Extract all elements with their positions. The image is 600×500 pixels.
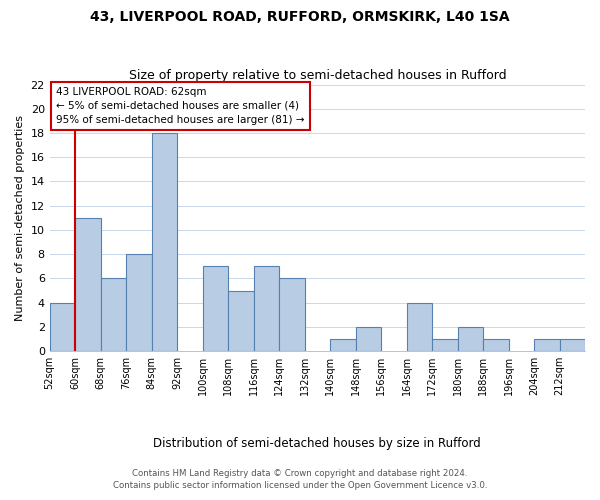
X-axis label: Distribution of semi-detached houses by size in Rufford: Distribution of semi-detached houses by …: [154, 437, 481, 450]
Bar: [101, 278, 126, 351]
Bar: [126, 254, 152, 351]
Y-axis label: Number of semi-detached properties: Number of semi-detached properties: [15, 115, 25, 321]
Text: 43 LIVERPOOL ROAD: 62sqm
← 5% of semi-detached houses are smaller (4)
95% of sem: 43 LIVERPOOL ROAD: 62sqm ← 5% of semi-de…: [56, 87, 305, 125]
Text: 43, LIVERPOOL ROAD, RUFFORD, ORMSKIRK, L40 1SA: 43, LIVERPOOL ROAD, RUFFORD, ORMSKIRK, L…: [90, 10, 510, 24]
Bar: [228, 290, 254, 351]
Bar: [534, 339, 560, 351]
Text: Contains HM Land Registry data © Crown copyright and database right 2024.
Contai: Contains HM Land Registry data © Crown c…: [113, 468, 487, 490]
Bar: [203, 266, 228, 351]
Bar: [432, 339, 458, 351]
Bar: [356, 327, 381, 351]
Bar: [254, 266, 279, 351]
Bar: [75, 218, 101, 351]
Bar: [458, 327, 483, 351]
Bar: [50, 302, 75, 351]
Title: Size of property relative to semi-detached houses in Rufford: Size of property relative to semi-detach…: [128, 69, 506, 82]
Bar: [152, 133, 177, 351]
Bar: [407, 302, 432, 351]
Bar: [279, 278, 305, 351]
Bar: [483, 339, 509, 351]
Bar: [330, 339, 356, 351]
Bar: [560, 339, 585, 351]
